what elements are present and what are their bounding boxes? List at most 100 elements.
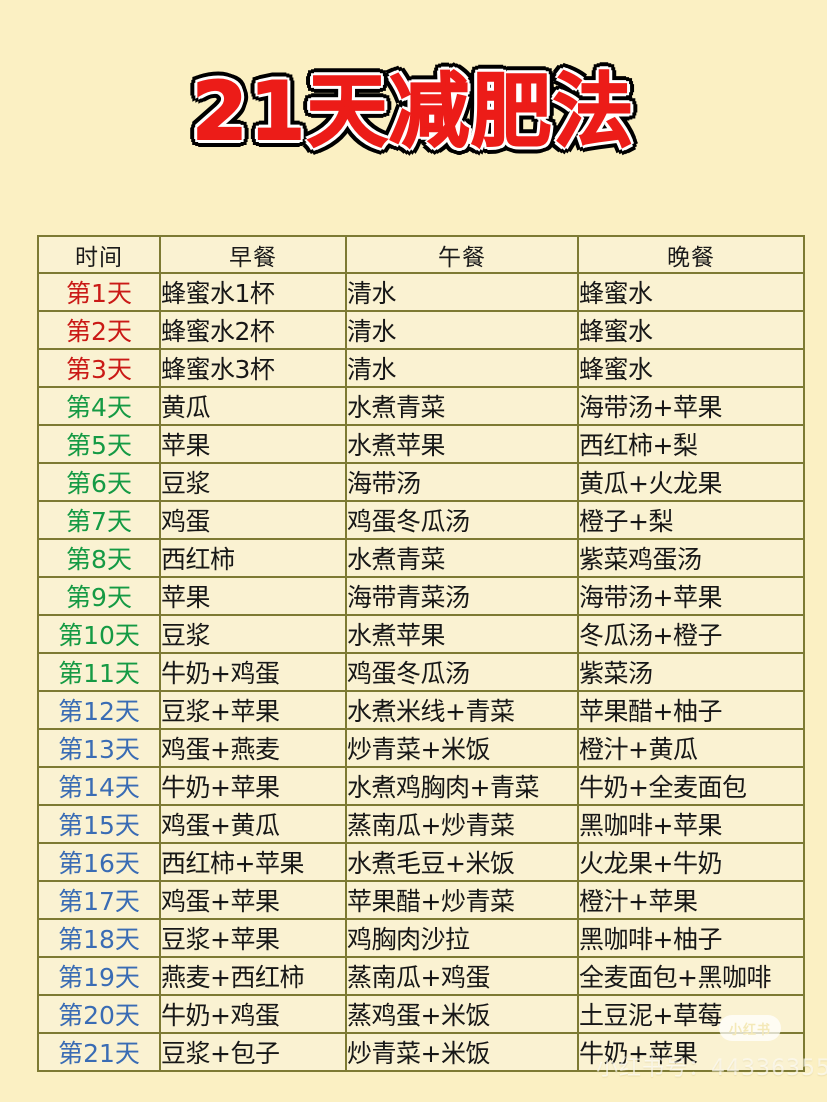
day-label: 第18天 xyxy=(37,918,161,958)
lunch-cell: 水煮鸡胸肉+青菜 xyxy=(345,766,579,806)
table-row: 第20天 牛奶+鸡蛋 蒸鸡蛋+米饭 土豆泥+草莓 xyxy=(37,994,805,1034)
table-body: 第1天 蜂蜜水1杯 清水 蜂蜜水 第2天 蜂蜜水2杯 清水 蜂蜜水 第3天 蜂蜜水3杯 清水 蜂蜜水第… xyxy=(37,272,805,1072)
breakfast-cell: 牛奶+苹果 xyxy=(159,766,347,806)
dinner-cell: 土豆泥+草莓 xyxy=(577,994,805,1034)
breakfast-cell: 蜂蜜水3杯 xyxy=(159,348,347,388)
dinner-cell: 黑咖啡+苹果 xyxy=(577,804,805,844)
breakfast-cell: 豆浆 xyxy=(159,614,347,654)
table-header-row: 时间 早餐 午餐 晚餐 xyxy=(37,235,805,274)
dinner-cell: 火龙果+牛奶 xyxy=(577,842,805,882)
dinner-cell: 橙汁+苹果 xyxy=(577,880,805,920)
column-header-breakfast: 早餐 xyxy=(159,235,347,274)
day-label: 第19天 xyxy=(37,956,161,996)
breakfast-cell: 蜂蜜水2杯 xyxy=(159,310,347,350)
breakfast-cell: 豆浆+苹果 xyxy=(159,690,347,730)
breakfast-cell: 西红柿 xyxy=(159,538,347,578)
lunch-cell: 海带汤 xyxy=(345,462,579,502)
dinner-cell: 橙汁+黄瓜 xyxy=(577,728,805,768)
page-title-container: 21天减肥法 xyxy=(0,62,827,182)
dinner-cell: 蜂蜜水 xyxy=(577,348,805,388)
diet-plan-table: 时间 早餐 午餐 晚餐 第1天 蜂蜜水1杯 清水 蜂蜜水 第2天 蜂蜜水2杯 清水 蜂蜜水 第3… xyxy=(37,235,805,1072)
table-row: 第6天 豆浆 海带汤 黄瓜+火龙果 xyxy=(37,462,805,502)
table-row: 第13天 鸡蛋+燕麦 炒青菜+米饭 橙汁+黄瓜 xyxy=(37,728,805,768)
day-label: 第6天 xyxy=(37,462,161,502)
lunch-cell: 炒青菜+米饭 xyxy=(345,728,579,768)
dinner-cell: 海带汤+苹果 xyxy=(577,386,805,426)
column-header-dinner: 晚餐 xyxy=(577,235,805,274)
table-row: 第1天 蜂蜜水1杯 清水 蜂蜜水 xyxy=(37,272,805,312)
dinner-cell: 西红柿+梨 xyxy=(577,424,805,464)
breakfast-cell: 豆浆 xyxy=(159,462,347,502)
lunch-cell: 鸡胸肉沙拉 xyxy=(345,918,579,958)
dinner-cell: 苹果醋+柚子 xyxy=(577,690,805,730)
breakfast-cell: 鸡蛋+黄瓜 xyxy=(159,804,347,844)
table-header: 时间 早餐 午餐 晚餐 xyxy=(37,235,805,274)
breakfast-cell: 西红柿+苹果 xyxy=(159,842,347,882)
dinner-cell: 橙子+梨 xyxy=(577,500,805,540)
day-label: 第2天 xyxy=(37,310,161,350)
day-label: 第8天 xyxy=(37,538,161,578)
day-label: 第3天 xyxy=(37,348,161,388)
lunch-cell: 清水 xyxy=(345,272,579,312)
table-row: 第15天 鸡蛋+黄瓜 蒸南瓜+炒青菜 黑咖啡+苹果 xyxy=(37,804,805,844)
breakfast-cell: 蜂蜜水1杯 xyxy=(159,272,347,312)
day-label: 第14天 xyxy=(37,766,161,806)
table-row: 第3天 蜂蜜水3杯 清水 蜂蜜水 xyxy=(37,348,805,388)
table-row: 第9天 苹果 海带青菜汤 海带汤+苹果 xyxy=(37,576,805,616)
day-label: 第1天 xyxy=(37,272,161,312)
lunch-cell: 清水 xyxy=(345,310,579,350)
lunch-cell: 炒青菜+米饭 xyxy=(345,1032,579,1072)
dinner-cell: 蜂蜜水 xyxy=(577,310,805,350)
lunch-cell: 蒸南瓜+炒青菜 xyxy=(345,804,579,844)
table-row: 第11天 牛奶+鸡蛋 鸡蛋冬瓜汤 紫菜汤 xyxy=(37,652,805,692)
day-label: 第16天 xyxy=(37,842,161,882)
dinner-cell: 蜂蜜水 xyxy=(577,272,805,312)
day-label: 第4天 xyxy=(37,386,161,426)
breakfast-cell: 牛奶+鸡蛋 xyxy=(159,994,347,1034)
table-row: 第18天 豆浆+苹果 鸡胸肉沙拉 黑咖啡+柚子 xyxy=(37,918,805,958)
column-header-lunch: 午餐 xyxy=(345,235,579,274)
watermark-account-id: 小红书号：443363558 xyxy=(596,1056,827,1081)
day-label: 第15天 xyxy=(37,804,161,844)
day-label: 第11天 xyxy=(37,652,161,692)
table-row: 第14天 牛奶+苹果 水煮鸡胸肉+青菜 牛奶+全麦面包 xyxy=(37,766,805,806)
xiaohongshu-logo-badge: 小红书 xyxy=(719,1015,781,1041)
breakfast-cell: 苹果 xyxy=(159,424,347,464)
diet-plan-table-container: 时间 早餐 午餐 晚餐 第1天 蜂蜜水1杯 清水 蜂蜜水 第2天 蜂蜜水2杯 清水 蜂蜜水 第3… xyxy=(37,235,805,1072)
table-row: 第2天 蜂蜜水2杯 清水 蜂蜜水 xyxy=(37,310,805,350)
dinner-cell: 冬瓜汤+橙子 xyxy=(577,614,805,654)
column-header-time: 时间 xyxy=(37,235,161,274)
breakfast-cell: 黄瓜 xyxy=(159,386,347,426)
day-label: 第20天 xyxy=(37,994,161,1034)
breakfast-cell: 鸡蛋+苹果 xyxy=(159,880,347,920)
dinner-cell: 紫菜鸡蛋汤 xyxy=(577,538,805,578)
dinner-cell: 海带汤+苹果 xyxy=(577,576,805,616)
table-row: 第17天 鸡蛋+苹果 苹果醋+炒青菜 橙汁+苹果 xyxy=(37,880,805,920)
lunch-cell: 鸡蛋冬瓜汤 xyxy=(345,500,579,540)
dinner-cell: 全麦面包+黑咖啡 xyxy=(577,956,805,996)
table-row: 第16天 西红柿+苹果 水煮毛豆+米饭 火龙果+牛奶 xyxy=(37,842,805,882)
lunch-cell: 蒸南瓜+鸡蛋 xyxy=(345,956,579,996)
lunch-cell: 水煮青菜 xyxy=(345,386,579,426)
dinner-cell: 紫菜汤 xyxy=(577,652,805,692)
day-label: 第12天 xyxy=(37,690,161,730)
table-row: 第10天 豆浆 水煮苹果 冬瓜汤+橙子 xyxy=(37,614,805,654)
breakfast-cell: 燕麦+西红柿 xyxy=(159,956,347,996)
dinner-cell: 黄瓜+火龙果 xyxy=(577,462,805,502)
table-row: 第12天 豆浆+苹果 水煮米线+青菜 苹果醋+柚子 xyxy=(37,690,805,730)
day-label: 第7天 xyxy=(37,500,161,540)
breakfast-cell: 豆浆+苹果 xyxy=(159,918,347,958)
table-row: 第8天 西红柿 水煮青菜 紫菜鸡蛋汤 xyxy=(37,538,805,578)
breakfast-cell: 鸡蛋 xyxy=(159,500,347,540)
day-label: 第13天 xyxy=(37,728,161,768)
lunch-cell: 海带青菜汤 xyxy=(345,576,579,616)
lunch-cell: 水煮米线+青菜 xyxy=(345,690,579,730)
dinner-cell: 黑咖啡+柚子 xyxy=(577,918,805,958)
lunch-cell: 水煮苹果 xyxy=(345,614,579,654)
breakfast-cell: 牛奶+鸡蛋 xyxy=(159,652,347,692)
lunch-cell: 水煮毛豆+米饭 xyxy=(345,842,579,882)
table-row: 第19天 燕麦+西红柿 蒸南瓜+鸡蛋 全麦面包+黑咖啡 xyxy=(37,956,805,996)
table-row: 第5天 苹果 水煮苹果 西红柿+梨 xyxy=(37,424,805,464)
day-label: 第21天 xyxy=(37,1032,161,1072)
lunch-cell: 清水 xyxy=(345,348,579,388)
